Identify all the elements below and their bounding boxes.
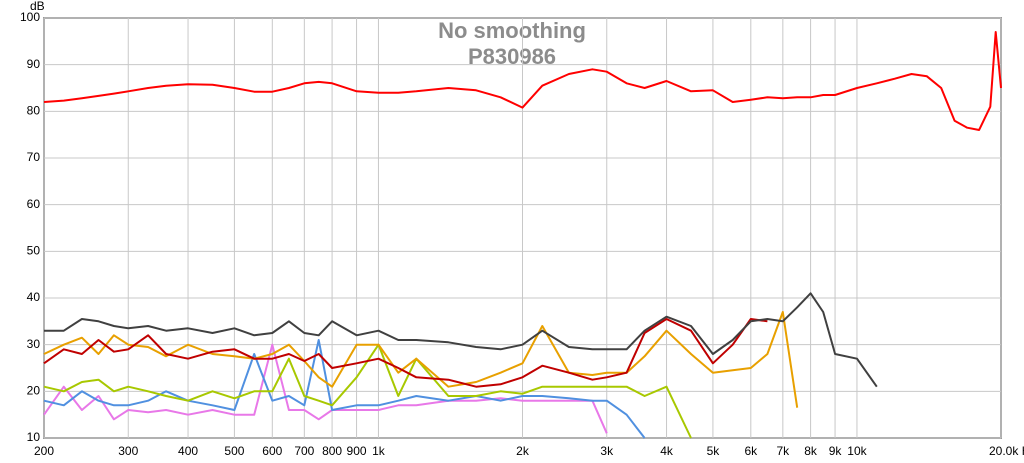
x-tick-label: 3k bbox=[600, 444, 614, 458]
x-tick-label: 2k bbox=[516, 444, 530, 458]
y-tick-label: 40 bbox=[27, 290, 41, 304]
series-line bbox=[43, 311, 799, 408]
y-tick-label: 30 bbox=[27, 337, 41, 351]
y-tick-label: 20 bbox=[27, 384, 41, 398]
y-tick-label: 100 bbox=[20, 10, 40, 24]
x-tick-label: 500 bbox=[224, 444, 244, 458]
x-tick-label: 800 bbox=[322, 444, 342, 458]
x-tick-label: 200 bbox=[34, 444, 54, 458]
y-tick-label: 80 bbox=[27, 104, 41, 118]
x-tick-label: 300 bbox=[118, 444, 138, 458]
x-tick-label: 8k bbox=[804, 444, 818, 458]
series-line bbox=[44, 292, 878, 388]
y-tick-label: 10 bbox=[27, 430, 41, 444]
x-tick-label: 1k bbox=[372, 444, 386, 458]
series-line bbox=[43, 318, 768, 388]
x-tick-label: 5k bbox=[707, 444, 721, 458]
x-tick-label: 4k bbox=[660, 444, 674, 458]
series-line bbox=[43, 343, 692, 439]
x-tick-label: 7k bbox=[776, 444, 790, 458]
y-tick-label: 90 bbox=[27, 57, 41, 71]
y-axis-label: dB bbox=[30, 0, 45, 13]
y-tick-label: 50 bbox=[27, 244, 41, 258]
y-tick-label: 60 bbox=[27, 197, 41, 211]
series-line bbox=[43, 31, 1002, 131]
x-tick-label: 20.0k Hz bbox=[989, 444, 1024, 458]
chart-title: No smoothing bbox=[438, 18, 586, 43]
x-tick-label: 10k bbox=[847, 444, 867, 458]
y-tick-label: 70 bbox=[27, 150, 41, 164]
x-tick-label: 9k bbox=[829, 444, 843, 458]
x-tick-label: 600 bbox=[262, 444, 282, 458]
x-tick-label: 400 bbox=[178, 444, 198, 458]
x-tick-label: 900 bbox=[347, 444, 367, 458]
x-tick-label: 700 bbox=[294, 444, 314, 458]
series-line bbox=[43, 339, 646, 439]
x-tick-label: 6k bbox=[744, 444, 758, 458]
